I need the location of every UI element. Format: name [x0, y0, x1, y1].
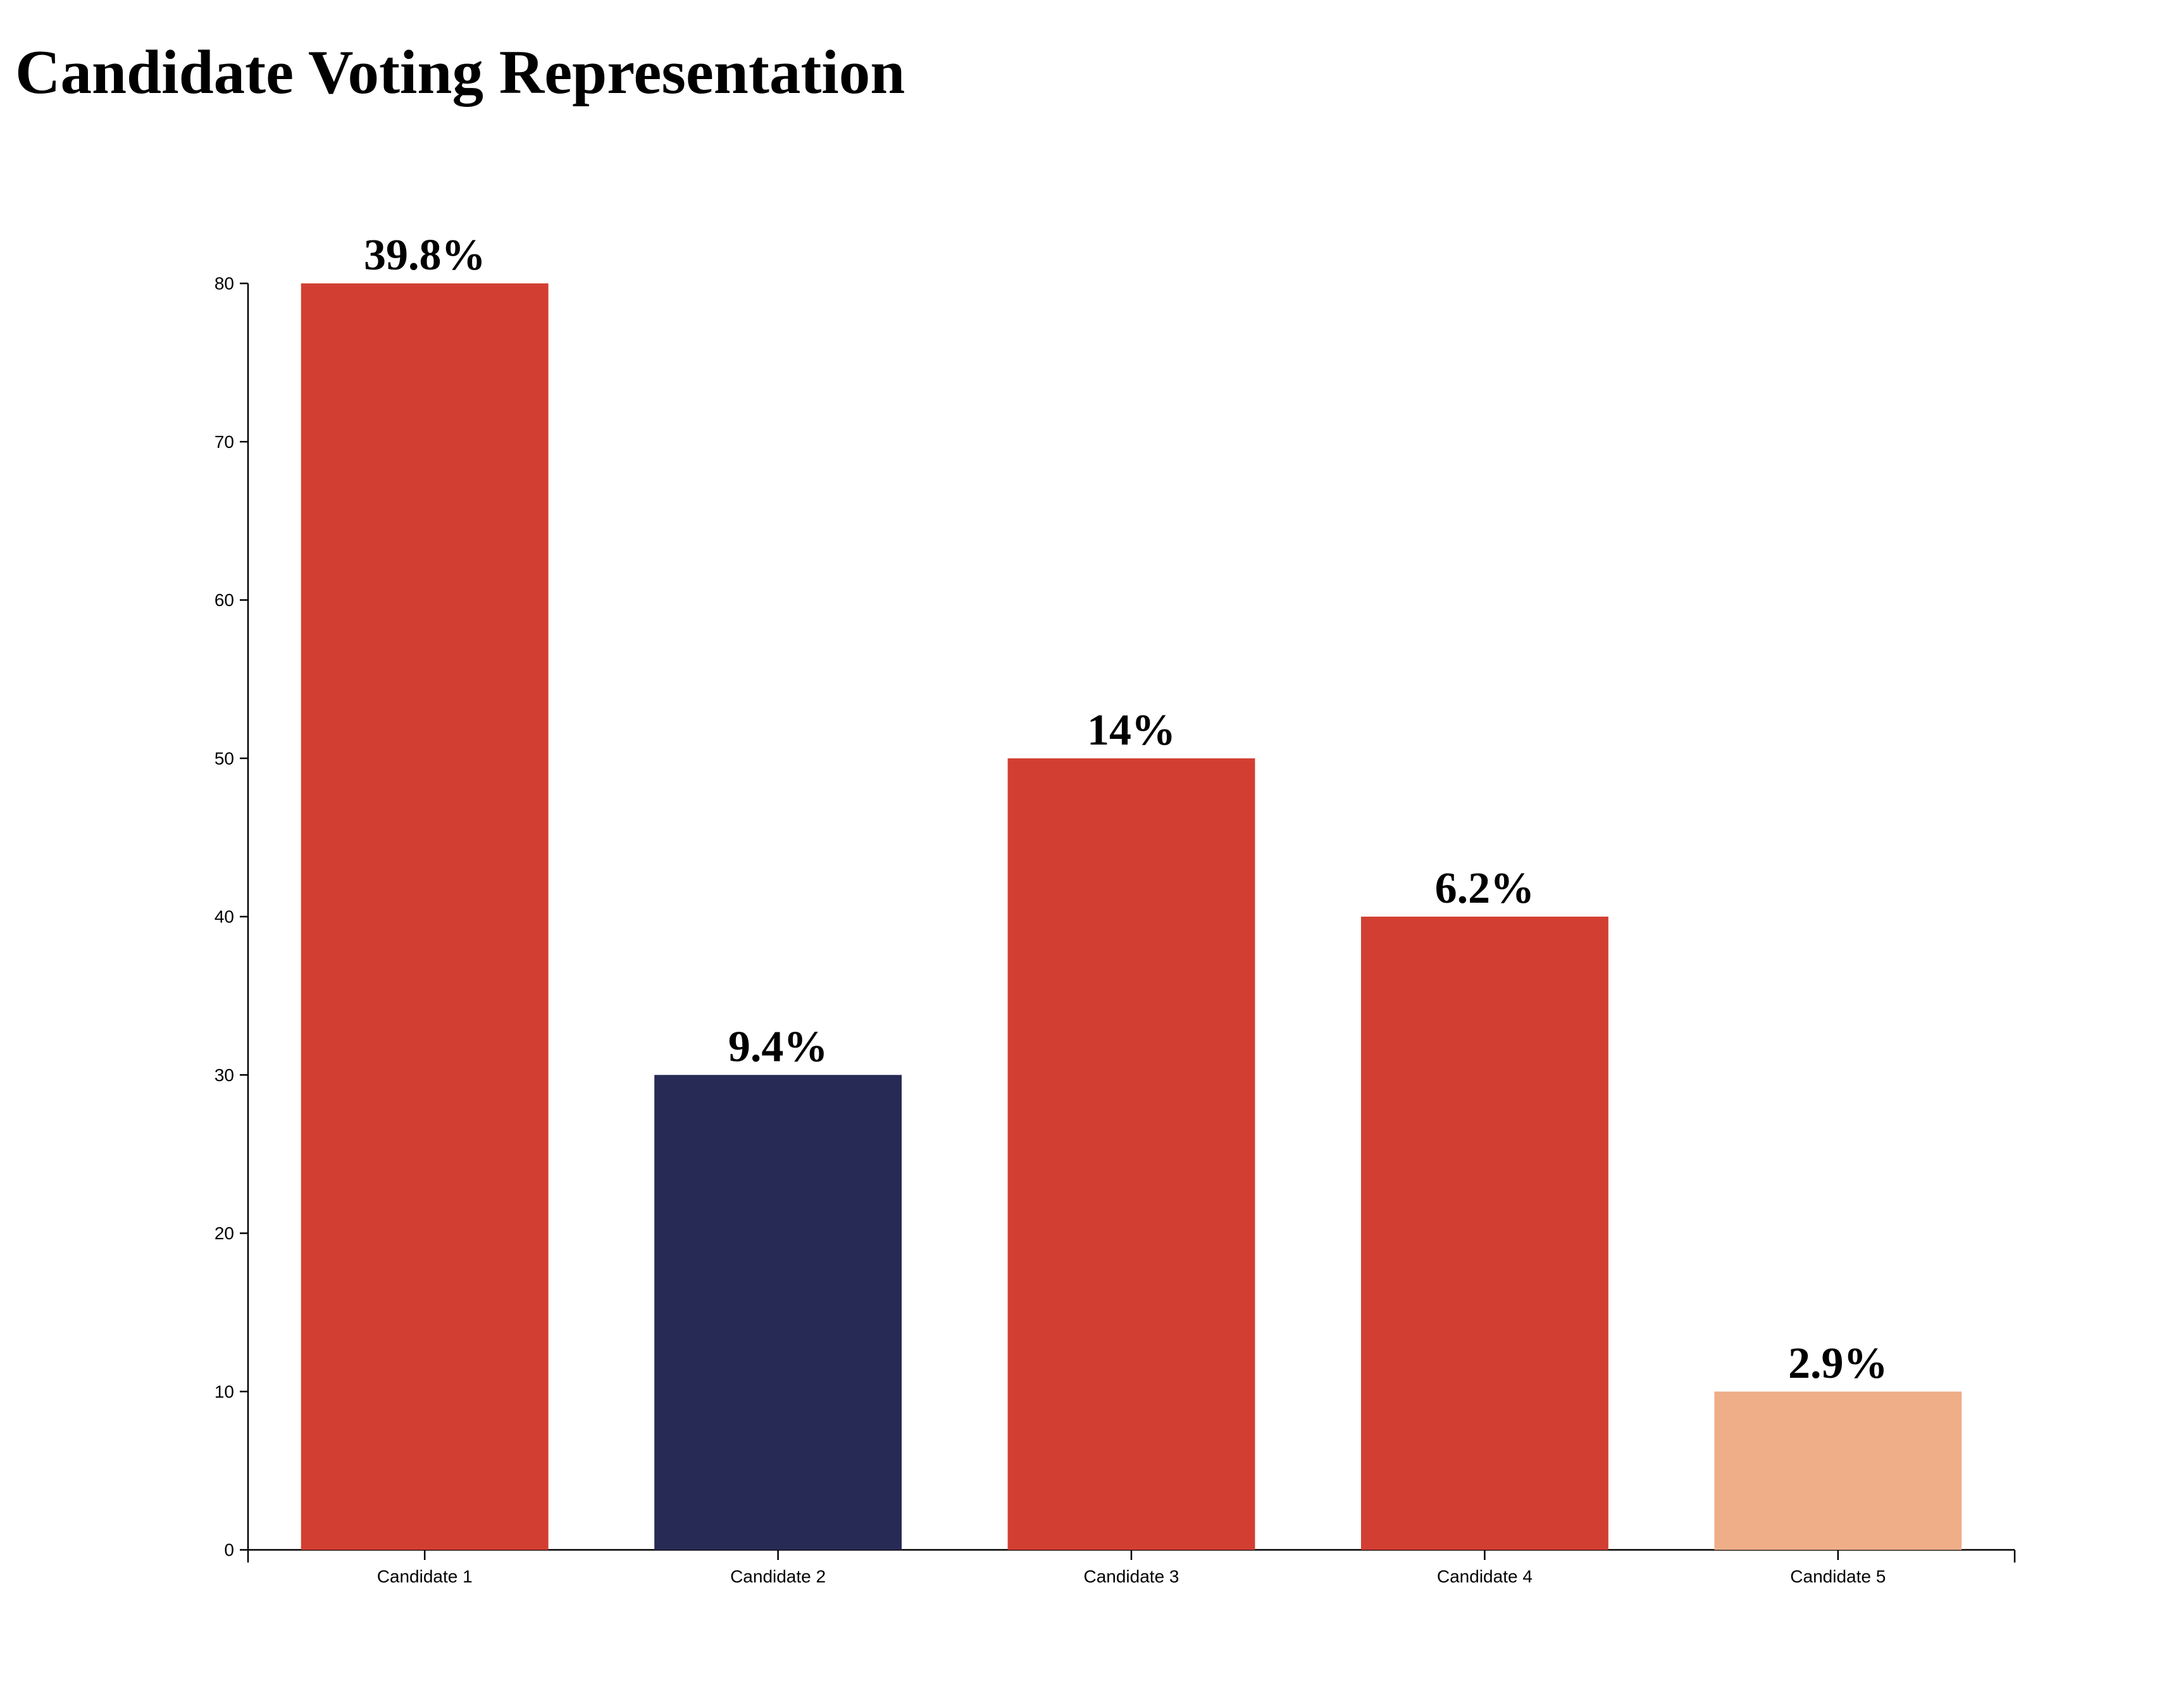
y-tick-label: 30: [215, 1065, 234, 1085]
bar-value-label: 14%: [1087, 706, 1176, 755]
x-tick-label: Candidate 2: [730, 1567, 826, 1587]
bar-value-label: 2.9%: [1788, 1339, 1888, 1388]
x-tick-label: Candidate 5: [1790, 1567, 1886, 1587]
y-tick-label: 40: [215, 907, 234, 927]
bar: [1714, 1392, 1962, 1550]
x-tick-label: Candidate 4: [1437, 1567, 1533, 1587]
bar: [1008, 758, 1255, 1550]
y-tick-label: 0: [224, 1540, 234, 1560]
bar-value-label: 6.2%: [1435, 864, 1535, 913]
bar: [654, 1075, 902, 1550]
y-tick-label: 50: [215, 748, 234, 768]
y-tick-label: 80: [215, 274, 234, 294]
bar: [1361, 917, 1608, 1550]
y-tick-label: 60: [215, 590, 234, 610]
x-tick-label: Candidate 3: [1083, 1567, 1179, 1587]
x-tick-label: Candidate 1: [377, 1567, 473, 1587]
y-tick-label: 10: [215, 1382, 234, 1401]
y-tick-label: 20: [215, 1223, 234, 1243]
y-tick-label: 70: [215, 432, 234, 452]
bar-value-label: 9.4%: [728, 1022, 828, 1071]
bar: [301, 283, 549, 1550]
x-axis: Candidate 1 Candidate 2 Candidate 3 Candida…: [248, 1550, 2015, 1587]
bars: [301, 283, 1962, 1550]
bar-value-label: 39.8%: [364, 231, 486, 280]
y-axis: 0 10 20 30 40 50 60 70 80: [215, 274, 248, 1560]
